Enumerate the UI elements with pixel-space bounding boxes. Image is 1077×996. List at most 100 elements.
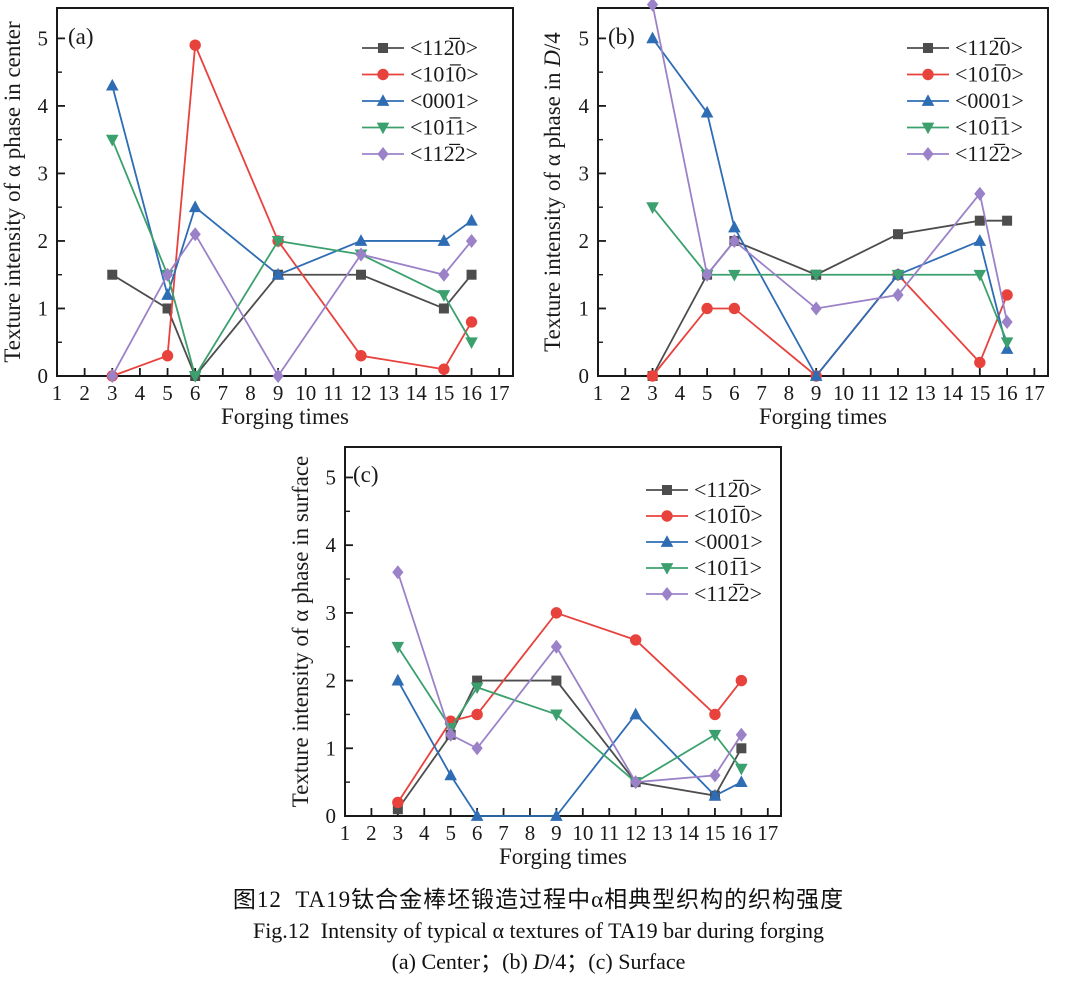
svg-text:3: 3 (579, 161, 590, 185)
svg-text:4: 4 (675, 381, 686, 405)
svg-text:2: 2 (38, 229, 49, 253)
svg-text:1: 1 (340, 821, 351, 845)
series-0 (647, 215, 1013, 381)
y-axis-label: Texture intensity of α phase in D/4 (540, 32, 565, 352)
series-0-line (651, 219, 1008, 377)
svg-text:9: 9 (811, 381, 822, 405)
svg-text:6: 6 (729, 381, 740, 405)
svg-text:10: 10 (833, 381, 854, 405)
series-2-line (397, 680, 742, 817)
svg-text:3: 3 (393, 821, 404, 845)
legend: <112̅0><101̅0><0001><101̅1><112̅2> (362, 35, 479, 166)
svg-text:8: 8 (525, 821, 536, 845)
svg-text:0: 0 (579, 364, 590, 388)
legend-label-3: <101̅1> (410, 115, 478, 140)
x-axis-label: Forging times (221, 404, 349, 429)
legend-label-2: <0001> (955, 88, 1024, 113)
series-0-line (397, 679, 743, 810)
svg-text:14: 14 (942, 381, 964, 405)
svg-text:1: 1 (52, 381, 63, 405)
svg-text:10: 10 (572, 821, 593, 845)
svg-text:4: 4 (579, 94, 590, 118)
svg-text:1: 1 (38, 296, 49, 320)
svg-text:5: 5 (579, 26, 590, 50)
svg-text:1: 1 (593, 381, 604, 405)
series-2-line (651, 37, 1008, 378)
svg-text:0: 0 (326, 804, 337, 828)
svg-text:15: 15 (969, 381, 990, 405)
series-2 (646, 31, 1014, 381)
svg-text:12: 12 (351, 381, 372, 405)
legend: <112̅0><101̅0><0001><101̅1><112̅2> (907, 35, 1024, 166)
panel-label: (c) (353, 462, 379, 487)
svg-text:3: 3 (38, 161, 49, 185)
legend-label-0: <112̅0> (694, 477, 762, 502)
svg-text:4: 4 (38, 94, 49, 118)
svg-text:13: 13 (915, 381, 936, 405)
svg-text:7: 7 (218, 381, 229, 405)
svg-text:13: 13 (652, 821, 673, 845)
series-0 (107, 269, 477, 381)
svg-text:17: 17 (1024, 381, 1045, 405)
svg-text:2: 2 (579, 229, 590, 253)
svg-text:1: 1 (579, 296, 590, 320)
series-3-line (111, 139, 473, 379)
svg-text:4: 4 (419, 821, 430, 845)
series-2 (391, 673, 748, 821)
series-4 (106, 227, 478, 383)
svg-text:12: 12 (625, 821, 646, 845)
svg-text:16: 16 (731, 821, 752, 845)
svg-text:6: 6 (472, 821, 483, 845)
svg-text:12: 12 (888, 381, 909, 405)
svg-text:5: 5 (38, 26, 49, 50)
svg-text:9: 9 (551, 821, 562, 845)
svg-text:3: 3 (647, 381, 658, 405)
legend-label-4: <112̅2> (955, 141, 1023, 166)
svg-text:5: 5 (445, 821, 456, 845)
caption-chinese: 图12 TA19钛合金棒坯锻造过程中α相典型织构的织构强度 (232, 887, 845, 912)
legend: <112̅0><101̅0><0001><101̅1><112̅2> (646, 477, 763, 606)
svg-text:14: 14 (678, 821, 700, 845)
svg-text:11: 11 (323, 381, 343, 405)
svg-text:14: 14 (406, 381, 428, 405)
legend-label-1: <101̅0> (410, 62, 479, 87)
legend-label-2: <0001> (410, 88, 479, 113)
caption-subpanels: (a) Center；(b) D/4；(c) Surface (391, 949, 686, 974)
x-axis-label: Forging times (759, 404, 887, 429)
svg-text:13: 13 (378, 381, 399, 405)
svg-text:15: 15 (704, 821, 725, 845)
svg-text:9: 9 (273, 381, 284, 405)
svg-text:11: 11 (599, 821, 619, 845)
svg-text:16: 16 (461, 381, 482, 405)
svg-text:16: 16 (997, 381, 1018, 405)
svg-text:5: 5 (326, 465, 337, 489)
legend-label-2: <0001> (694, 529, 763, 554)
svg-text:1: 1 (326, 736, 337, 760)
x-axis-label: Forging times (499, 844, 627, 869)
svg-text:15: 15 (433, 381, 454, 405)
svg-text:4: 4 (135, 381, 146, 405)
svg-text:8: 8 (784, 381, 795, 405)
series-1-line (651, 273, 1008, 378)
svg-text:3: 3 (326, 601, 337, 625)
svg-text:10: 10 (295, 381, 316, 405)
legend-label-4: <112̅2> (410, 141, 478, 166)
svg-text:17: 17 (757, 821, 778, 845)
panel-label: (b) (608, 24, 635, 49)
svg-text:0: 0 (38, 364, 49, 388)
svg-text:2: 2 (366, 821, 377, 845)
svg-text:6: 6 (190, 381, 201, 405)
series-0 (392, 675, 747, 815)
svg-text:4: 4 (326, 533, 337, 557)
legend-label-3: <101̅1> (955, 115, 1023, 140)
panel-label: (a) (68, 24, 94, 49)
svg-text:17: 17 (489, 381, 510, 405)
svg-text:7: 7 (498, 821, 509, 845)
legend-label-4: <112̅2> (694, 581, 762, 606)
svg-text:2: 2 (620, 381, 631, 405)
svg-text:2: 2 (79, 381, 90, 405)
svg-text:2: 2 (326, 669, 337, 693)
